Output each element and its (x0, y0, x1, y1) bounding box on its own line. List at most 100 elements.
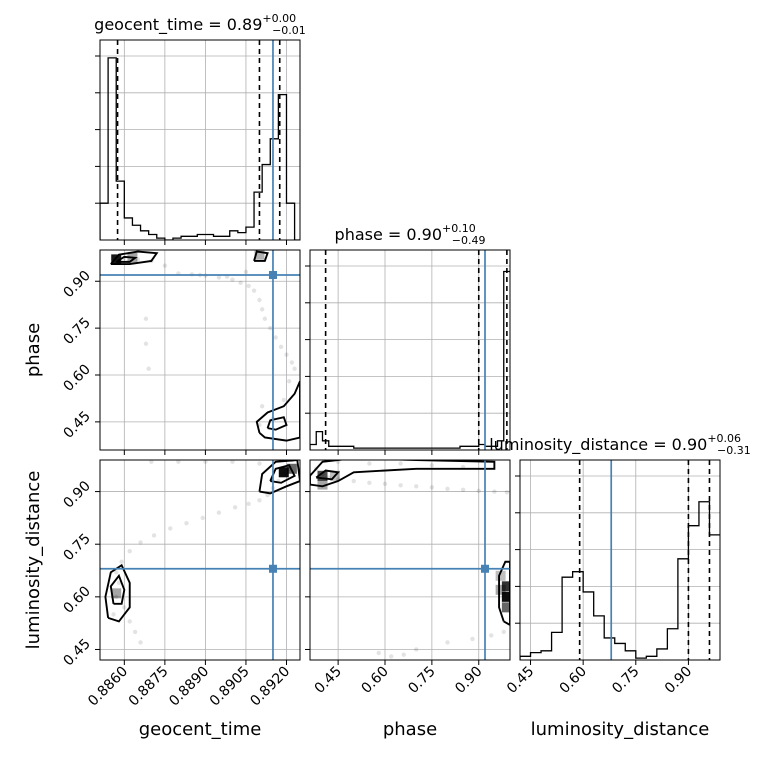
sample-point (476, 488, 481, 494)
sample-point (445, 486, 450, 491)
sample-point (138, 540, 143, 545)
panel-frame (309, 459, 511, 661)
histogram-step-phase (310, 270, 510, 450)
sample-point (401, 652, 406, 657)
sample-point (489, 633, 494, 638)
histogram-step-luminosity_distance (520, 501, 720, 660)
contour-line (253, 250, 269, 262)
contour-line (310, 460, 496, 488)
sample-point (376, 650, 381, 656)
sample-point (289, 360, 295, 365)
sample-point (414, 484, 419, 489)
sample-point (259, 404, 265, 409)
x-tick-label: 0.90 (662, 664, 695, 697)
sample-point (168, 526, 173, 531)
sample-point (216, 510, 222, 515)
sample-point (230, 277, 235, 282)
sample-point (501, 629, 506, 635)
contour-line (498, 560, 510, 627)
sample-point (429, 463, 435, 468)
contour-line (269, 464, 296, 484)
grid-lines (530, 460, 689, 660)
y-tick-label: 0.90 (60, 478, 93, 511)
truth-marker (481, 564, 489, 573)
y-tick-label: 0.60 (60, 583, 93, 616)
sample-point (284, 352, 289, 357)
sample-point (246, 283, 251, 289)
grid-lines (310, 460, 510, 660)
x-tick-label: 0.90 (452, 664, 485, 697)
sample-point (135, 257, 141, 262)
sample-point (367, 461, 372, 466)
x-axis-label-luminosity_distance: luminosity_distance (531, 719, 710, 740)
sample-point (429, 485, 435, 490)
sample-point (238, 280, 243, 286)
density-cell (501, 591, 510, 602)
density-cell (317, 479, 328, 490)
density-cell (278, 467, 289, 478)
x-tick-label: 0.8860 (85, 664, 131, 710)
sample-point (504, 490, 510, 495)
sample-point (138, 640, 143, 645)
sample-point (146, 366, 151, 371)
x-tick-label: 0.75 (609, 664, 642, 697)
sample-point (114, 594, 119, 600)
panel-clip (100, 250, 300, 450)
x-tick-label: 0.75 (405, 664, 438, 697)
density-cell (501, 602, 510, 613)
histogram-clip (310, 250, 510, 450)
x-tick-label: 0.45 (312, 664, 345, 697)
title-plus: +0.06 (707, 432, 741, 445)
contour-line (104, 563, 131, 623)
sample-point (262, 316, 268, 321)
sample-point (116, 580, 122, 586)
x-tick-label: 0.8875 (126, 664, 172, 710)
title-main: luminosity_distance = 0.90 (489, 435, 707, 455)
y-tick-label: 0.60 (60, 361, 93, 394)
sample-point (460, 487, 466, 493)
sample-point (149, 460, 154, 464)
sample-point (492, 489, 497, 494)
sample-point (414, 647, 419, 652)
grid-lines (100, 460, 300, 660)
y-tick-label: 0.45 (60, 408, 93, 441)
y-tick-label: 0.75 (60, 315, 93, 348)
sample-point (119, 559, 124, 564)
x-tick-label: 0.45 (504, 664, 537, 697)
sample-point (382, 481, 388, 487)
contour-line (115, 255, 138, 263)
panel-title-luminosity_distance: luminosity_distance = 0.90+0.06 −0.31 (489, 432, 751, 457)
density-cell (495, 570, 506, 581)
grid-lines (100, 250, 300, 450)
sample-point (292, 366, 297, 371)
sample-point (246, 501, 251, 507)
contour-line (255, 380, 300, 442)
sample-point (281, 471, 286, 477)
contour-line (110, 250, 159, 266)
contour-line (266, 416, 288, 431)
scatter-panel-phase_vs_luminosity_distance: 0.45 0.60 0.75 0.90 (305, 459, 511, 697)
sample-point (251, 288, 257, 293)
sample-point (132, 629, 138, 635)
sample-point (127, 549, 132, 554)
sample-point (114, 570, 119, 575)
truth-marker (268, 564, 277, 573)
sample-point (230, 460, 235, 464)
sample-point (127, 619, 132, 624)
x-tick-label: 0.8890 (166, 664, 212, 710)
contour-line (109, 573, 126, 605)
histogram-clip (100, 40, 300, 240)
grid-lines (337, 250, 480, 450)
panel-frame (99, 39, 301, 241)
x-tick-label: 0.8920 (247, 664, 293, 710)
histogram-panel-luminosity_distance: 0.45 0.60 0.75 0.90 (504, 459, 721, 697)
sample-point (203, 460, 208, 464)
contour-line (315, 469, 341, 481)
sample-point (389, 654, 394, 659)
sample-point (398, 483, 403, 488)
scatter-panel-geocent_time_vs_phase: 0.45 0.60 0.75 0.90 (60, 249, 301, 455)
sample-point (143, 316, 149, 321)
